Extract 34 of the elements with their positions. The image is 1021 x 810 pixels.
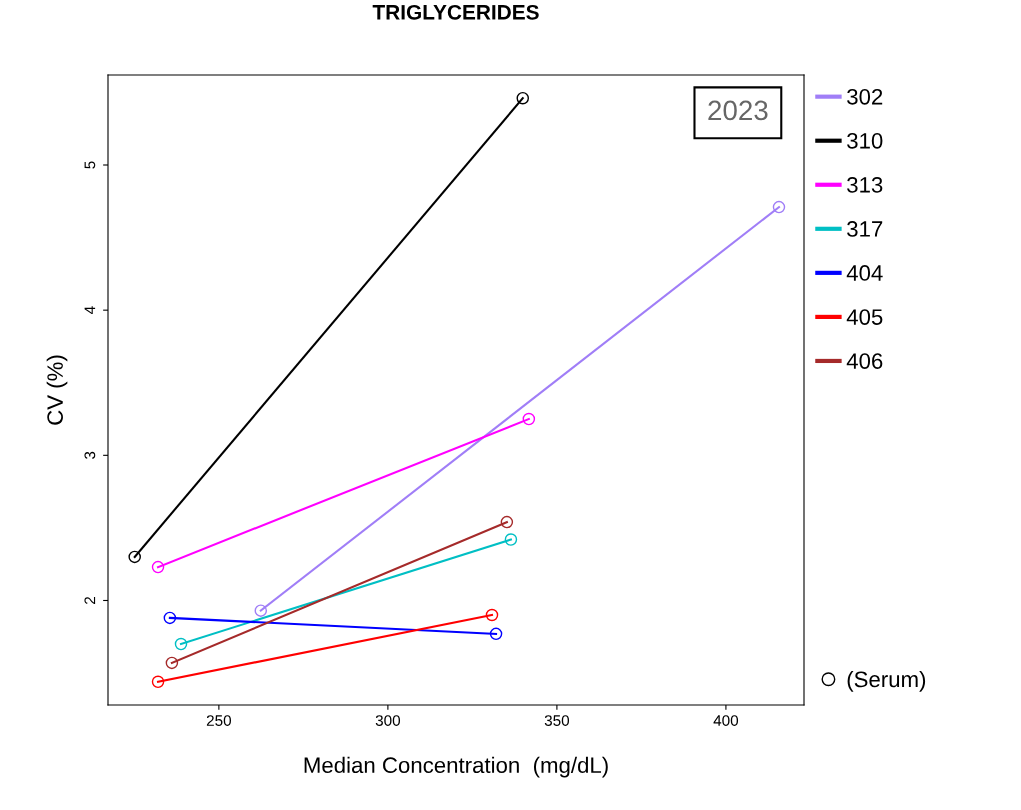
point bbox=[174, 637, 188, 651]
legend-label: 313 bbox=[847, 177, 883, 193]
x-tick-label: 400 bbox=[713, 715, 739, 726]
x-tick-label: 250 bbox=[206, 715, 232, 726]
point bbox=[163, 611, 177, 625]
y-axis-title: CV (%) bbox=[46, 355, 68, 425]
x-tick-label: 350 bbox=[544, 715, 570, 726]
point bbox=[772, 200, 786, 214]
legend-label: 302 bbox=[847, 88, 883, 105]
point bbox=[485, 608, 499, 622]
legend-label: 406 bbox=[846, 353, 883, 369]
point bbox=[489, 627, 503, 641]
x-tick-label: 300 bbox=[375, 715, 401, 726]
x-axis-title: Median Concentration (mg/dL) bbox=[304, 756, 608, 778]
y-tick-label: 3 bbox=[84, 451, 96, 459]
point bbox=[516, 91, 530, 105]
y-tick-label: 5 bbox=[84, 161, 96, 169]
point bbox=[500, 515, 514, 529]
y-tick-label: 4 bbox=[84, 306, 96, 315]
legend-label: 317 bbox=[847, 221, 883, 237]
point bbox=[254, 604, 268, 617]
point bbox=[128, 550, 141, 564]
annotation: 2023 bbox=[708, 100, 768, 121]
legend-label: 310 bbox=[847, 132, 883, 149]
point bbox=[522, 412, 536, 426]
point bbox=[504, 533, 518, 546]
point bbox=[151, 675, 165, 689]
point bbox=[165, 656, 179, 670]
chart-title: TRIGLYCERIDES bbox=[372, 4, 539, 20]
y-tick-label: 2 bbox=[84, 597, 96, 604]
text: (Serum) bbox=[847, 670, 926, 692]
legend-label: 405 bbox=[846, 309, 883, 325]
legend-label: 404 bbox=[846, 265, 883, 281]
point bbox=[151, 560, 165, 574]
